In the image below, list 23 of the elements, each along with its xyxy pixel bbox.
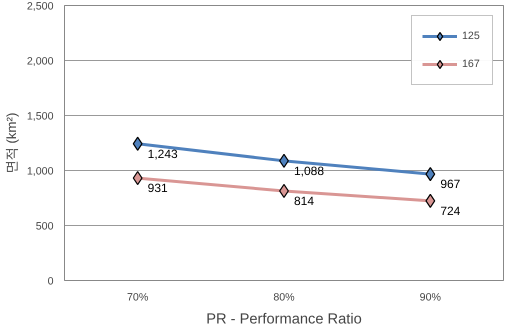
x-tick-label: 80% bbox=[273, 292, 296, 304]
data-label: 967 bbox=[440, 177, 461, 192]
data-label: 814 bbox=[294, 194, 314, 208]
y-tick-label: 1,000 bbox=[26, 166, 54, 178]
data-label: 931 bbox=[148, 181, 168, 196]
y-tick-label: 0 bbox=[48, 276, 54, 288]
x-axis-title: PR - Performance Ratio bbox=[206, 312, 362, 328]
data-label: 724 bbox=[440, 204, 461, 218]
y-tick-label: 2,000 bbox=[26, 56, 54, 68]
legend-label: 125 bbox=[462, 30, 481, 42]
legend-label: 167 bbox=[462, 58, 481, 70]
y-axis-title: 면적 (km²) bbox=[4, 112, 19, 174]
y-tick-label: 2,500 bbox=[26, 0, 54, 12]
data-label: 1,243 bbox=[148, 146, 178, 161]
x-tick-label: 90% bbox=[420, 292, 442, 304]
x-tick-label: 70% bbox=[127, 292, 149, 304]
point bbox=[132, 136, 143, 151]
point bbox=[132, 170, 143, 186]
y-tick-label: 500 bbox=[36, 220, 54, 232]
point bbox=[425, 194, 436, 208]
data-label: 1,088 bbox=[294, 164, 324, 178]
point bbox=[425, 167, 436, 182]
y-tick-label: 1,500 bbox=[26, 110, 54, 122]
